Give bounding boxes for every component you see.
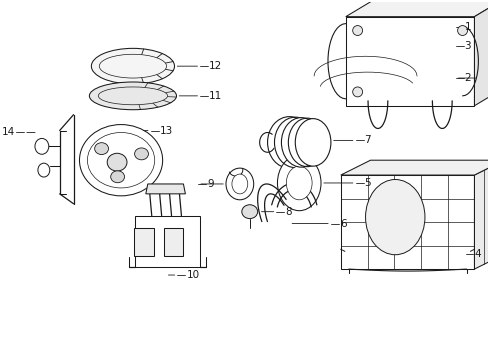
Polygon shape <box>345 17 473 106</box>
Polygon shape <box>473 0 488 106</box>
Text: 7: 7 <box>364 135 370 145</box>
Ellipse shape <box>242 205 257 219</box>
Ellipse shape <box>352 87 362 97</box>
Ellipse shape <box>99 54 166 78</box>
Ellipse shape <box>225 168 253 200</box>
Polygon shape <box>345 0 488 17</box>
Ellipse shape <box>457 26 467 36</box>
Text: 9: 9 <box>207 179 213 189</box>
Ellipse shape <box>110 171 124 183</box>
Ellipse shape <box>281 118 320 167</box>
Polygon shape <box>473 160 488 269</box>
Polygon shape <box>163 228 183 256</box>
Ellipse shape <box>352 26 362 36</box>
Polygon shape <box>340 160 488 175</box>
Ellipse shape <box>365 180 424 255</box>
Text: 6: 6 <box>339 219 346 229</box>
Text: 8: 8 <box>285 207 291 217</box>
Text: 14: 14 <box>2 127 15 138</box>
Text: 11: 11 <box>209 91 222 101</box>
Ellipse shape <box>80 125 163 196</box>
Ellipse shape <box>91 48 174 84</box>
Polygon shape <box>340 175 473 269</box>
Ellipse shape <box>95 143 108 154</box>
Ellipse shape <box>89 82 176 110</box>
Text: 1: 1 <box>464 22 470 32</box>
Ellipse shape <box>286 166 311 200</box>
Ellipse shape <box>107 153 127 171</box>
Ellipse shape <box>134 148 148 160</box>
Text: 2: 2 <box>464 73 470 83</box>
Text: 3: 3 <box>464 41 470 51</box>
Text: 10: 10 <box>186 270 199 280</box>
Text: 5: 5 <box>364 178 370 188</box>
Text: 12: 12 <box>209 61 222 71</box>
Ellipse shape <box>87 132 154 188</box>
Ellipse shape <box>267 117 310 168</box>
Ellipse shape <box>295 119 330 166</box>
Ellipse shape <box>277 155 320 211</box>
Text: 4: 4 <box>473 249 480 259</box>
Ellipse shape <box>38 163 50 177</box>
Polygon shape <box>135 216 200 267</box>
Polygon shape <box>134 228 153 256</box>
Polygon shape <box>145 184 185 194</box>
Text: 13: 13 <box>160 126 173 135</box>
Ellipse shape <box>98 87 167 105</box>
Ellipse shape <box>35 139 49 154</box>
Ellipse shape <box>231 174 247 194</box>
